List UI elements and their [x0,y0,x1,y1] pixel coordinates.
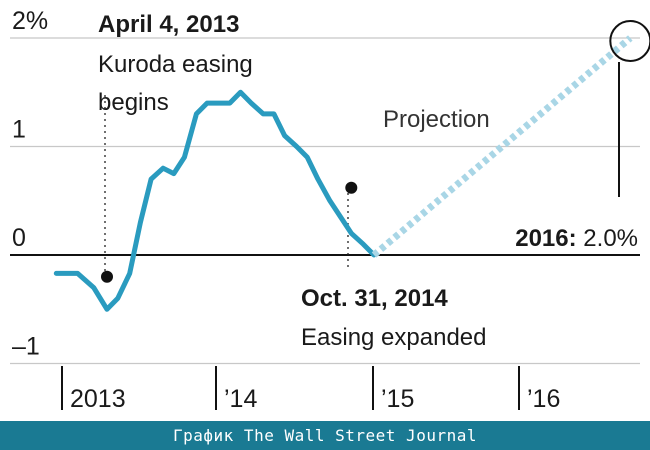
annotation-oct-title: Oct. 31, 2014 [301,285,448,312]
y-axis-ticks: 2% 1 0 –1 [12,7,48,361]
y-tick-label: 2% [12,7,48,35]
target-label: 2016: 2.0% [515,225,638,252]
inflation-line [53,89,377,312]
x-tick-label: ’14 [224,385,257,413]
x-tick-label: ’16 [527,385,560,413]
target-label-year: 2016: [515,225,576,252]
marker-guide-lines [104,62,620,276]
april-marker-dot [101,270,113,283]
annotation-april-line1: Kuroda easing [98,51,253,78]
target-label-value: 2.0% [583,225,638,252]
inflation-chart: 2% 1 0 –1 2013 ’14 ’15 ’16 April 4, 2013 Kurod… [10,7,650,413]
annotation-april-line2: begins [98,89,169,116]
target-circle [609,20,650,62]
grid-lines [10,37,640,365]
oct-marker-dot [345,181,358,194]
series-lines [53,35,633,312]
y-tick-label: 0 [12,224,26,252]
marker-points [101,20,650,283]
annotation-april-title: April 4, 2013 [98,11,239,38]
x-axis-ticks: 2013 ’14 ’15 ’16 [61,366,560,413]
projection-line [371,35,633,258]
x-tick-label: ’15 [381,385,414,413]
footer-credit: График The Wall Street Journal [0,421,650,450]
y-tick-label: –1 [12,333,40,361]
x-tick-label: 2013 [70,385,126,413]
y-tick-label: 1 [12,116,26,144]
annotation-projection: Projection [383,106,490,133]
annotation-oct-line1: Easing expanded [301,324,486,351]
